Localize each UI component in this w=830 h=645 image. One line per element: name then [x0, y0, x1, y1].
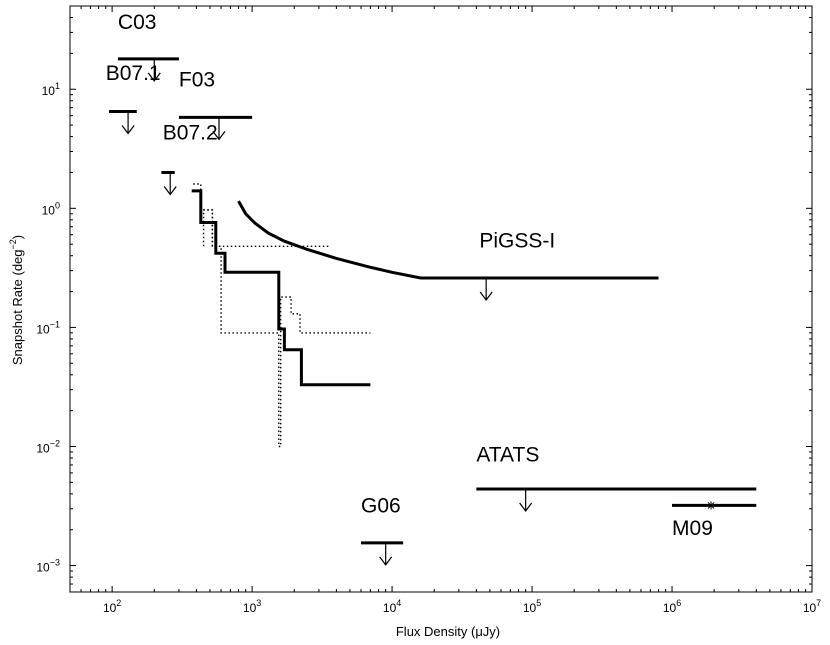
- x-tick-exponent: 5: [536, 598, 541, 608]
- y-axis-label-main: Snapshot Rate (deg: [10, 249, 25, 365]
- y-tick-base: 10: [36, 561, 50, 575]
- y-axis-label-tail: ): [10, 235, 25, 239]
- solid-rate-curve: [191, 189, 371, 387]
- down-arrow-icon: [147, 72, 161, 82]
- x-tick-label: 102: [103, 598, 121, 615]
- y-tick-label: 101: [42, 81, 60, 98]
- y-tick-base: 10: [36, 441, 50, 455]
- down-arrow-icon: [121, 125, 135, 135]
- x-tick-label: 105: [523, 598, 541, 615]
- limits-layer: C03 B07.1 F03 B07.2 PiGSS-I ATATS G06 M09: [106, 11, 757, 566]
- survey-label: M09: [672, 517, 713, 540]
- plot-frame: [69, 5, 813, 593]
- x-axis-label: Flux Density (μJy): [396, 624, 500, 639]
- x-tick-base: 10: [103, 601, 117, 615]
- survey-label: G06: [361, 494, 401, 517]
- x-tick-label: 103: [243, 598, 261, 615]
- x-tick-label: 104: [383, 598, 401, 615]
- x-tick-base: 10: [803, 601, 817, 615]
- dotted-rate-curve: [202, 209, 329, 248]
- down-arrow-icon: [163, 186, 177, 196]
- series-layer: [191, 183, 659, 448]
- y-tick-exponent: −2: [50, 438, 60, 448]
- y-tick-exponent: 1: [55, 81, 60, 91]
- x-tick-base: 10: [383, 601, 397, 615]
- y-axis-label: Snapshot Rate (deg−2): [8, 235, 25, 365]
- asterisk-stroke: [707, 502, 715, 509]
- survey-label: ATATS: [476, 443, 539, 466]
- y-tick-label: 100: [42, 200, 60, 217]
- x-tick-base: 10: [243, 601, 257, 615]
- down-arrow-icon: [212, 131, 226, 141]
- asterisk-marker-icon: [707, 501, 716, 510]
- down-arrow-icon: [519, 502, 533, 512]
- x-tick-exponent: 4: [396, 598, 401, 608]
- x-tick-label: 107: [803, 598, 821, 615]
- x-tick-base: 10: [523, 601, 537, 615]
- y-tick-label: 10−3: [36, 558, 60, 575]
- x-tick-exponent: 7: [816, 598, 821, 608]
- x-tick-base: 10: [663, 601, 677, 615]
- x-tick-exponent: 6: [676, 598, 681, 608]
- y-tick-base: 10: [42, 84, 56, 98]
- x-tick-exponent: 2: [116, 598, 121, 608]
- dotted-rate-curve: [193, 183, 371, 448]
- survey-label: F03: [179, 69, 215, 92]
- y-tick-base: 10: [36, 322, 50, 336]
- y-tick-label: 10−1: [36, 319, 60, 336]
- survey-label: C03: [118, 11, 157, 34]
- down-arrow-icon: [379, 556, 393, 566]
- survey-label: B07.1: [106, 62, 161, 85]
- survey-label: B07.2: [163, 121, 218, 144]
- y-tick-exponent: −3: [50, 558, 60, 568]
- x-tick-label: 106: [663, 598, 681, 615]
- survey-label: PiGSS-I: [479, 229, 555, 252]
- y-tick-label: 10−2: [36, 438, 60, 455]
- y-axis-label-exponent: −2: [8, 239, 18, 249]
- y-tick-exponent: 0: [55, 200, 60, 210]
- down-arrow-icon: [479, 291, 493, 301]
- x-tick-exponent: 3: [256, 598, 261, 608]
- solid-rate-curve: [237, 200, 659, 280]
- y-tick-base: 10: [42, 203, 56, 217]
- y-tick-exponent: −1: [50, 319, 60, 329]
- x-ticks: 102 103 104 105 106 107: [69, 6, 821, 615]
